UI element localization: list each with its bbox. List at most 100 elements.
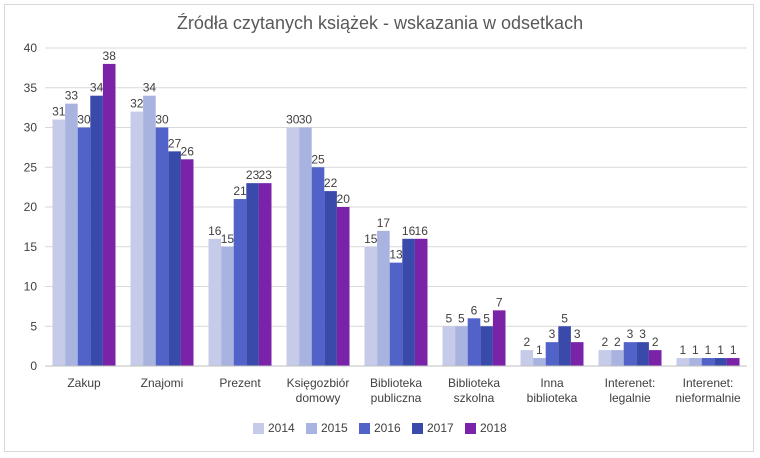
- legend-label: 2014: [268, 421, 295, 435]
- bar-2016: [389, 262, 403, 366]
- data-label: 32: [130, 97, 144, 111]
- legend-swatch-2016: [359, 423, 370, 434]
- bar-2017: [168, 151, 181, 366]
- category-label-line: legalnie: [609, 391, 651, 405]
- bar-2016: [311, 167, 325, 366]
- data-label: 16: [415, 224, 429, 238]
- data-label: 30: [77, 113, 91, 127]
- data-label: 1: [536, 343, 543, 357]
- y-tick-label: 5: [30, 319, 37, 333]
- data-label: 23: [246, 168, 260, 182]
- category-label: Prezent: [219, 376, 261, 390]
- data-label: 23: [259, 168, 273, 182]
- legend: 2014 2015 2016 2017 2018: [253, 421, 507, 435]
- data-label: 3: [627, 327, 634, 341]
- chart-title: Źródła czytanych książek - wskazania w o…: [177, 13, 583, 33]
- data-label: 27: [168, 136, 182, 150]
- bar-2018: [492, 310, 506, 366]
- bar-2017: [324, 191, 337, 366]
- data-label: 38: [103, 49, 117, 63]
- data-label: 1: [679, 343, 686, 357]
- data-label: 31: [52, 105, 66, 119]
- category-label: Biblioteka szkolna: [448, 376, 500, 405]
- legend-label: 2017: [427, 421, 454, 435]
- data-label: 2: [523, 335, 530, 349]
- chart-frame: Źródła czytanych książek - wskazania w o…: [4, 4, 754, 452]
- category-label-line: nieformalnie: [675, 391, 741, 405]
- bar-2017: [714, 358, 727, 366]
- y-tick-label: 20: [24, 200, 38, 214]
- category-label-line: publiczna: [371, 391, 422, 405]
- bar-chart: Źródła czytanych książek - wskazania w o…: [24, 13, 747, 435]
- data-label: 21: [233, 184, 247, 198]
- bars-layer: [52, 63, 740, 367]
- category-label: Interenet: legalnie: [605, 376, 656, 405]
- category-label: Znajomi: [141, 376, 184, 390]
- bar-2017: [246, 183, 259, 366]
- legend-swatch-2018: [465, 423, 476, 434]
- data-label: 1: [705, 343, 712, 357]
- bar-2017: [90, 95, 103, 366]
- data-label: 5: [445, 311, 452, 325]
- data-label: 34: [90, 81, 104, 95]
- data-label: 26: [181, 144, 195, 158]
- data-label: 30: [155, 113, 169, 127]
- legend-label: 2015: [321, 421, 348, 435]
- bar-2014: [364, 246, 378, 366]
- data-label: 16: [208, 224, 222, 238]
- data-label: 5: [483, 311, 490, 325]
- bar-2015: [611, 350, 624, 366]
- data-label: 7: [496, 295, 503, 309]
- bar-2015: [455, 326, 468, 366]
- data-label: 22: [324, 176, 338, 190]
- data-label: 1: [730, 343, 737, 357]
- y-tick-label: 0: [30, 359, 37, 373]
- category-label: Księgozbiór domowy: [287, 376, 350, 405]
- data-label: 33: [65, 89, 79, 103]
- data-label: 2: [652, 335, 659, 349]
- y-tick-label: 15: [24, 240, 38, 254]
- category-label-line: Inna: [540, 376, 564, 390]
- bar-2014: [442, 326, 456, 366]
- bar-2018: [570, 342, 584, 366]
- data-label: 3: [549, 327, 556, 341]
- category-label-line: szkolna: [454, 391, 495, 405]
- bar-2016: [77, 127, 91, 366]
- bar-2016: [467, 318, 481, 366]
- data-label: 1: [692, 343, 699, 357]
- legend-label: 2018: [480, 421, 507, 435]
- bar-2018: [180, 159, 194, 366]
- bar-2016: [545, 342, 559, 366]
- data-label: 3: [639, 327, 646, 341]
- legend-swatch-2015: [306, 423, 317, 434]
- bar-2014: [520, 350, 534, 366]
- bar-2018: [414, 238, 428, 366]
- bar-2014: [286, 127, 300, 366]
- bar-2014: [52, 119, 66, 366]
- data-label: 16: [402, 224, 416, 238]
- category-label-line: Biblioteka: [448, 376, 500, 390]
- bar-2018: [726, 358, 740, 366]
- data-label: 17: [377, 216, 391, 230]
- category-label-line: Interenet:: [683, 376, 734, 390]
- data-label: 5: [458, 311, 465, 325]
- data-label: 2: [614, 335, 621, 349]
- category-label-line: Biblioteka: [370, 376, 422, 390]
- data-label: 25: [311, 152, 325, 166]
- data-label: 30: [286, 113, 300, 127]
- category-label: Biblioteka publiczna: [370, 376, 422, 405]
- bar-2017: [558, 326, 571, 366]
- bar-2014: [208, 238, 222, 366]
- category-label-line: Prezent: [219, 376, 261, 390]
- bar-2015: [377, 230, 390, 366]
- y-tick-label: 25: [24, 160, 38, 174]
- bar-2017: [480, 326, 493, 366]
- category-label-line: biblioteka: [527, 391, 578, 405]
- data-label: 20: [337, 192, 351, 206]
- legend-swatch-2014: [253, 423, 264, 434]
- category-label-line: Interenet:: [605, 376, 656, 390]
- data-label: 13: [389, 248, 403, 262]
- bar-2015: [221, 246, 234, 366]
